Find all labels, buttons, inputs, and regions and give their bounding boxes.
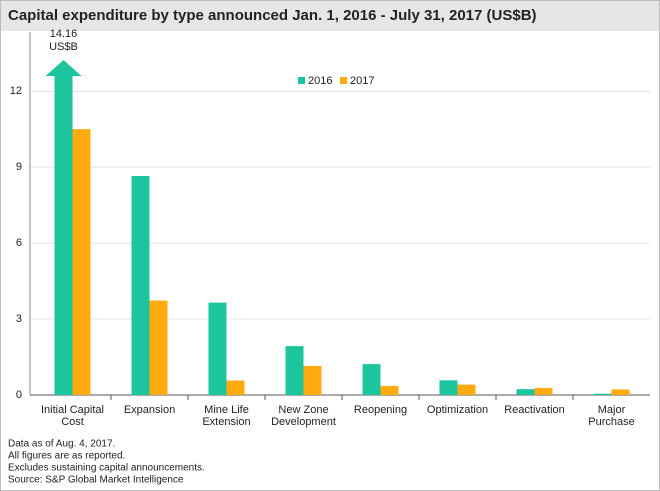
bar [303,365,322,395]
footnote: Data as of Aug. 4, 2017. [8,439,115,450]
x-tick-label: Purchase [588,416,634,428]
value-unit: US$B [49,41,78,53]
footnote: All figures are as reported. [8,451,125,462]
value-label: 14.16 [50,28,78,40]
bar [439,380,458,395]
bar [149,300,168,395]
x-tick-label: Expansion [124,404,175,416]
legend-label: 2017 [350,75,374,87]
bar [54,76,73,395]
x-tick-label: Mine Life [204,404,249,416]
x-tick-label: Reactivation [504,404,565,416]
x-tick-label: New Zone [278,404,328,416]
x-tick-label: Optimization [427,404,488,416]
chart-title: Capital expenditure by type announced Ja… [8,7,537,24]
y-tick-label: 0 [16,389,22,401]
legend-label: 2016 [308,75,332,87]
x-tick-label: Cost [61,416,84,428]
bar [611,389,630,395]
bar [226,380,245,395]
x-tick-label: Reopening [354,404,407,416]
y-tick-label: 6 [16,237,22,249]
legend-swatch [340,77,347,84]
footnote: Source: S&P Global Market Intelligence [8,475,184,486]
title-bar [1,1,659,31]
bar [457,384,476,395]
bar [380,385,399,395]
footnote: Excludes sustaining capital announcement… [8,463,205,474]
y-tick-label: 3 [16,313,22,325]
y-tick-label: 9 [16,161,22,173]
bar [72,129,91,395]
bar [285,346,304,395]
x-tick-label: Initial Capital [41,404,104,416]
x-tick-label: Major [598,404,626,416]
y-tick-label: 12 [10,85,22,97]
bar [516,389,535,395]
bar [362,364,381,395]
x-tick-label: Development [271,416,336,428]
bar [131,176,150,395]
legend-swatch [298,77,305,84]
bar [208,302,227,395]
overflow-arrow [45,60,82,76]
bar [534,387,553,395]
bar [593,393,612,395]
x-tick-label: Extension [202,416,250,428]
